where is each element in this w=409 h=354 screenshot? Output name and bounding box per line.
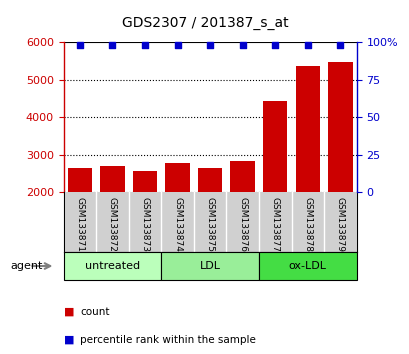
Text: ox-LDL: ox-LDL	[288, 261, 326, 271]
Point	[76, 42, 83, 48]
Bar	[63, 252, 161, 280]
Point	[336, 42, 343, 48]
Text: GSM133878: GSM133878	[303, 197, 312, 252]
Text: ■: ■	[63, 307, 74, 316]
Text: ■: ■	[63, 335, 74, 345]
Text: GSM133871: GSM133871	[75, 197, 84, 252]
Text: untreated: untreated	[85, 261, 139, 271]
Text: GSM133873: GSM133873	[140, 197, 149, 252]
Bar	[295, 66, 319, 193]
Bar	[165, 163, 189, 193]
Bar	[67, 168, 92, 193]
Text: count: count	[80, 307, 109, 316]
Text: GDS2307 / 201387_s_at: GDS2307 / 201387_s_at	[121, 16, 288, 30]
Point	[271, 42, 278, 48]
Bar	[161, 252, 258, 280]
Text: percentile rank within the sample: percentile rank within the sample	[80, 335, 255, 345]
Text: GSM133875: GSM133875	[205, 197, 214, 252]
Point	[304, 42, 310, 48]
Bar	[258, 252, 356, 280]
Text: GSM133879: GSM133879	[335, 197, 344, 252]
Text: agent: agent	[10, 261, 43, 271]
Point	[174, 42, 180, 48]
Bar	[263, 101, 287, 193]
Point	[142, 42, 148, 48]
Bar	[133, 171, 157, 193]
Bar	[198, 168, 222, 193]
Point	[239, 42, 245, 48]
Point	[109, 42, 115, 48]
Bar	[327, 62, 352, 193]
Bar	[230, 161, 254, 193]
Bar	[100, 166, 124, 193]
Text: GSM133872: GSM133872	[108, 197, 117, 252]
Text: GSM133876: GSM133876	[238, 197, 247, 252]
Point	[206, 42, 213, 48]
Text: GSM133877: GSM133877	[270, 197, 279, 252]
Text: LDL: LDL	[199, 261, 220, 271]
Text: GSM133874: GSM133874	[173, 197, 182, 252]
